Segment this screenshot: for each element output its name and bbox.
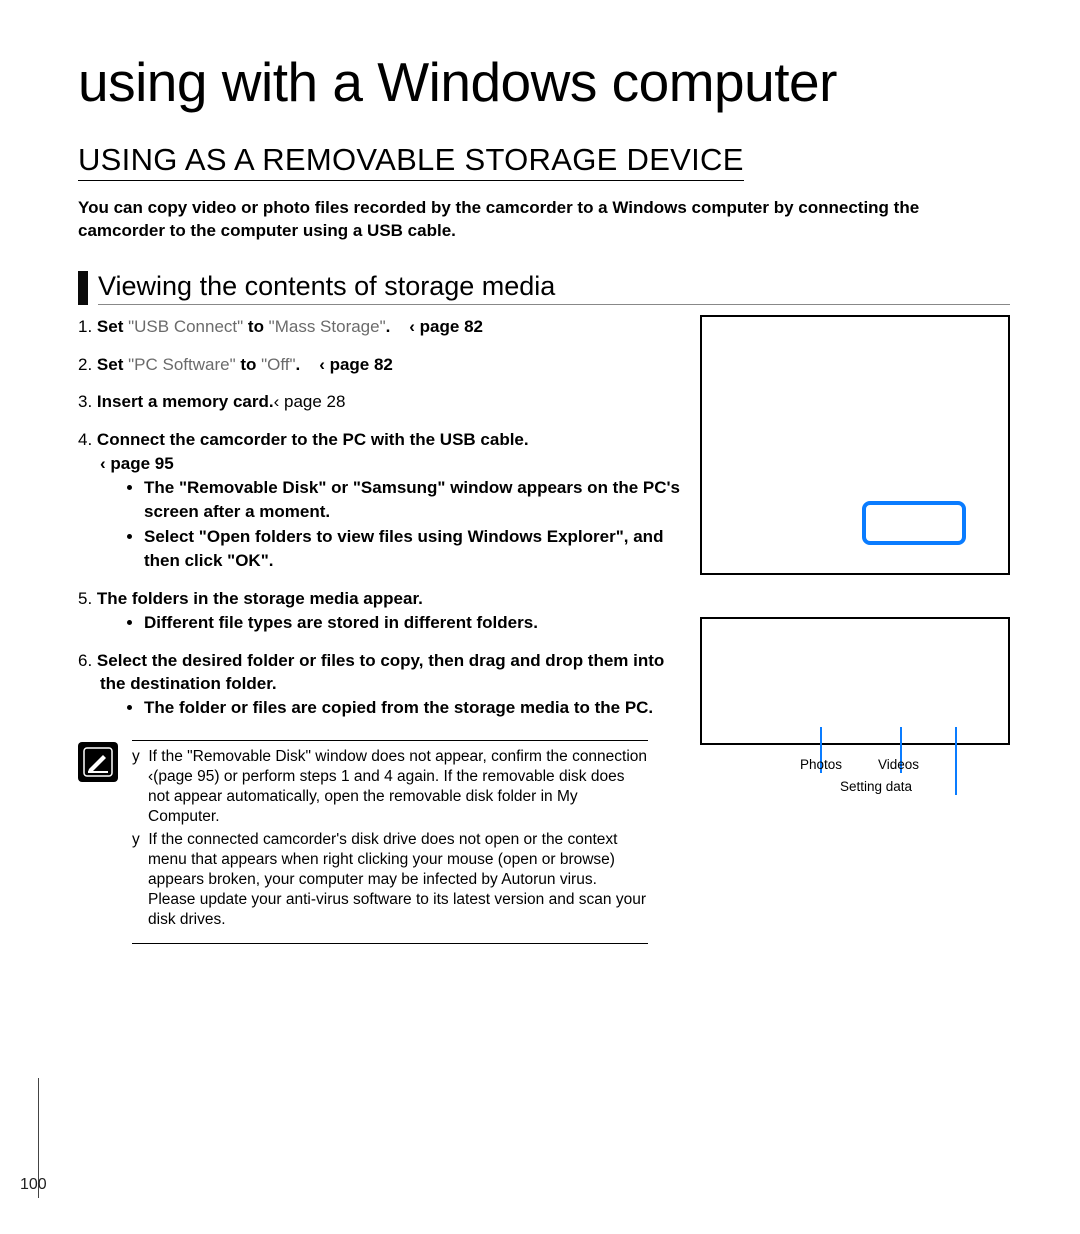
note-icon xyxy=(78,742,118,782)
step-number: 1. xyxy=(78,317,92,336)
page-ref: ‹ page 28 xyxy=(274,392,346,411)
content-row: 1. Set "USB Connect" to "Mass Storage". … xyxy=(78,315,1010,945)
step-bold: Select the desired folder or files to co… xyxy=(97,651,664,694)
pencil-note-icon xyxy=(83,747,113,777)
note-content: If the connected camcorder's disk drive … xyxy=(148,831,646,927)
bullet-list: The "Removable Disk" or "Samsung" window… xyxy=(144,476,682,573)
step-tail: . xyxy=(296,355,301,374)
bullet-item: Different file types are stored in diffe… xyxy=(144,611,682,635)
step-grey: "PC Software" xyxy=(123,355,240,374)
note-text: y If the "Removable Disk" window does no… xyxy=(132,740,648,944)
subsection-title: Viewing the contents of storage media xyxy=(98,271,1010,305)
ok-button-highlight xyxy=(862,501,966,545)
step-number: 4. xyxy=(78,430,92,449)
step-grey: "Mass Storage" xyxy=(264,317,386,336)
chapter-title: using with a Windows computer xyxy=(78,50,1010,114)
step-bold: Set xyxy=(97,355,123,374)
bullet-item: The "Removable Disk" or "Samsung" window… xyxy=(144,476,682,524)
note-content: If the "Removable Disk" window does not … xyxy=(148,748,647,824)
section-heading: USING AS A REMOVABLE STORAGE DEVICE xyxy=(78,142,744,181)
label-photos: Photos xyxy=(800,757,842,772)
bullet-item: The folder or files are copied from the … xyxy=(144,696,682,720)
note-item: y If the connected camcorder's disk driv… xyxy=(132,830,648,929)
page-ref: ‹ page 82 xyxy=(409,317,483,336)
figures-column: Photos Videos Setting data xyxy=(700,315,1010,807)
step-1: 1. Set "USB Connect" to "Mass Storage". … xyxy=(78,315,682,339)
step-bold: Set xyxy=(97,317,123,336)
bullet-item: Select "Open folders to view files using… xyxy=(144,525,682,573)
step-2: 2. Set "PC Software" to "Off". ‹ page 82 xyxy=(78,353,682,377)
subsection-accent-bar xyxy=(78,271,88,305)
label-videos: Videos xyxy=(878,757,919,772)
note-block: y If the "Removable Disk" window does no… xyxy=(78,740,648,944)
manual-page: using with a Windows computer USING AS A… xyxy=(0,0,1080,1234)
step-number: 5. xyxy=(78,589,92,608)
subsection-header: Viewing the contents of storage media xyxy=(78,271,1010,305)
page-ref: ‹ page 82 xyxy=(319,355,393,374)
section-intro: You can copy video or photo files record… xyxy=(78,197,1010,243)
step-4: 4. Connect the camcorder to the PC with … xyxy=(78,428,682,573)
step-bold: to xyxy=(248,317,264,336)
step-5: 5. The folders in the storage media appe… xyxy=(78,587,682,635)
step-tail: . xyxy=(386,317,391,336)
bullet-text: Different file types are stored in diffe… xyxy=(144,613,538,632)
bullet-text: Select "Open folders to view files using… xyxy=(144,527,663,570)
bullet-list: Different file types are stored in diffe… xyxy=(144,611,682,635)
label-setting-data: Setting data xyxy=(840,779,912,794)
steps-column: 1. Set "USB Connect" to "Mass Storage". … xyxy=(78,315,682,945)
step-bold: The folders in the storage media appear. xyxy=(97,589,423,608)
bullet-text: The "Removable Disk" or "Samsung" window… xyxy=(144,478,680,521)
step-number: 2. xyxy=(78,355,92,374)
step-3: 3. Insert a memory card.‹ page 28 xyxy=(78,390,682,414)
figure-dialog-box xyxy=(700,315,1010,575)
section-heading-wrap: USING AS A REMOVABLE STORAGE DEVICE xyxy=(78,142,1010,197)
step-6: 6. Select the desired folder or files to… xyxy=(78,649,682,720)
step-bold: Connect the camcorder to the PC with the… xyxy=(97,430,529,449)
step-number: 3. xyxy=(78,392,92,411)
step-bold: Insert a memory card. xyxy=(97,392,274,411)
figure-labels: Photos Videos Setting data xyxy=(700,757,1010,807)
page-ref: ‹ page 95 xyxy=(100,454,174,473)
figure-folder-box xyxy=(700,617,1010,745)
bullet-text: The folder or files are copied from the … xyxy=(144,698,653,717)
step-bold: to xyxy=(240,355,256,374)
step-number: 6. xyxy=(78,651,92,670)
step-grey: "Off" xyxy=(256,355,295,374)
page-number: 100 xyxy=(20,1176,47,1194)
note-icon-wrap xyxy=(78,740,118,944)
bullet-list: The folder or files are copied from the … xyxy=(144,696,682,720)
note-item: y If the "Removable Disk" window does no… xyxy=(132,747,648,826)
step-grey: "USB Connect" xyxy=(123,317,248,336)
